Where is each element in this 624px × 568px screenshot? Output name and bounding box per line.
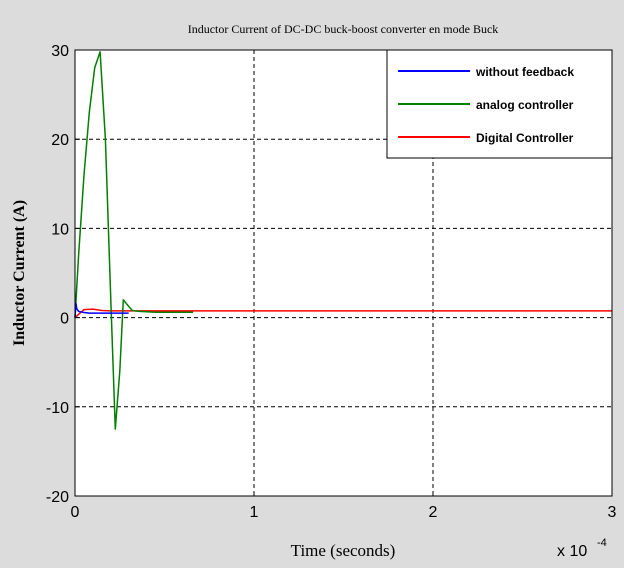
x-multiplier: x 10 -4 [557,537,607,560]
x-tick-label: 2 [429,504,438,521]
legend-label-analog-controller: analog controller [476,98,574,112]
x-tick-label: 3 [608,504,617,521]
y-tick-label: -20 [46,489,69,506]
x-axis-label: Time (seconds) [291,541,396,560]
axis-ticks: 0 1 2 3 -20 -10 0 10 20 30 [46,43,617,521]
chart-title: Inductor Current of DC-DC buck-boost con… [188,22,499,36]
x-multiplier-exponent: -4 [597,537,607,549]
y-tick-label: 20 [51,132,69,149]
plot-frame [74,49,613,497]
legend-label-digital-controller: Digital Controller [476,131,574,145]
legend: without feedback analog controller Digital… [386,49,613,159]
x-tick-label: 1 [250,504,259,521]
y-tick-label: 0 [60,311,69,328]
series-line-analog-controller [74,51,194,430]
series-line-without-feedback [74,302,129,318]
legend-label-without-feedback: without feedback [475,65,574,79]
y-tick-label: -10 [46,400,69,417]
x-multiplier-base: x 10 [557,543,587,560]
x-tick-label: 0 [71,504,80,521]
series-line-digital-controller [74,308,612,319]
y-tick-label: 30 [51,43,69,60]
grid-lines [75,50,612,496]
series-layer [74,51,612,430]
y-tick-label: 10 [51,221,69,238]
y-axis-label: Inductor Current (A) [11,200,28,346]
